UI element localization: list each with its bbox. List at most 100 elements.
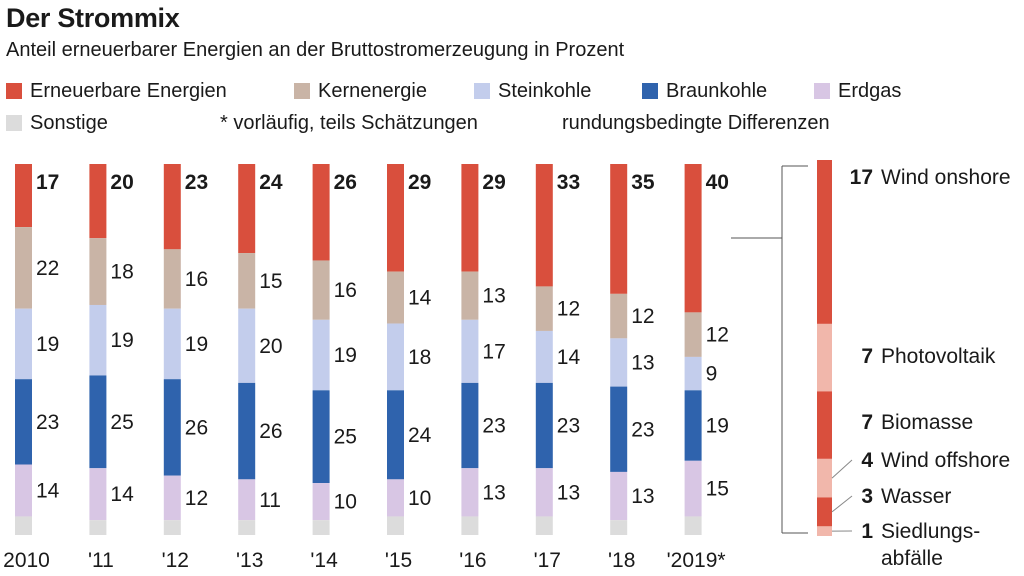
bar-segment-steinkohle [387,323,404,391]
chart-subtitle: Anteil erneuerbarer Energien an der Brut… [6,39,625,61]
bar-segment-sonstige [163,520,181,535]
data-label: 22 [36,257,59,280]
breakdown-value: 7 [861,411,873,434]
data-label: 29 [408,171,431,194]
data-label: 24 [259,171,283,194]
bar-segment-braunkohle [535,382,553,469]
bar-segment-steinkohle [312,319,330,391]
bar-segment-kernenergie [238,253,256,309]
bar-segment-erneuerbare-energien [535,164,553,287]
bar-segment-erdgas [238,479,256,521]
data-label: 14 [36,479,60,502]
bar-segment-kernenergie [89,238,107,305]
data-label: 10 [408,487,431,510]
bar-segment-erdgas [163,475,181,521]
data-label: 40 [706,171,729,194]
bar-segment-steinkohle [163,308,181,380]
bar-segment-braunkohle [684,390,702,461]
bar-segment-sonstige [610,520,628,535]
breakdown-segment-wasser [817,497,832,527]
bar-segment-braunkohle [163,379,181,476]
legend-swatch [814,83,830,99]
bar-segment-erdgas [684,460,702,517]
data-label: 9 [706,363,718,386]
bar-segment-erneuerbare-energien [387,164,404,272]
bar-segment-sonstige [238,520,256,535]
legend-item-erneuerbare: Erneuerbare Energien [6,80,294,103]
bar-segment-kernenergie [610,293,628,339]
breakdown-segment-biomasse [817,391,832,459]
bar-segment-kernenergie [15,227,32,309]
data-label: 20 [110,171,133,194]
data-label: 10 [334,491,357,514]
breakdown-value: 17 [850,166,873,189]
x-tick-label: '16 [459,549,486,572]
data-label: 13 [482,481,505,504]
breakdown-segment-photovoltaik [817,323,832,392]
bar-segment-erdgas [535,468,553,517]
data-label: 19 [334,344,357,367]
bar-segment-sonstige [461,516,479,535]
x-tick-label: '15 [385,549,412,572]
data-label: 23 [557,415,580,438]
bar-segment-erdgas [387,479,404,517]
legend-swatch [6,83,22,99]
bar-segment-kernenergie [312,260,330,320]
bar-segment-steinkohle [535,330,553,383]
x-tick-label: '2019* [667,549,726,572]
data-label: 13 [482,285,505,308]
breakdown-label: Wind onshore [881,166,1011,189]
legend-item-steinkohle: Steinkohle [474,80,642,103]
breakdown-label: Biomasse [881,411,973,434]
legend-item-erdgas: Erdgas [814,80,901,103]
data-label: 13 [631,485,654,508]
data-label: 12 [185,487,208,510]
breakdown-label: Siedlungs- [881,520,980,543]
breakdown-label: Wind offshore [881,449,1010,472]
data-label: 15 [259,270,282,293]
data-label: 23 [631,418,654,441]
breakdown-label: Photovoltaik [881,345,996,368]
bar-segment-braunkohle [15,379,32,465]
legend-label: Erneuerbare Energien [30,79,227,102]
bar-segment-erneuerbare-energien [163,164,181,250]
bar-segment-braunkohle [89,375,107,469]
data-label: 26 [185,416,208,439]
bar-segment-braunkohle [610,386,628,472]
data-label: 23 [36,411,59,434]
legend-swatch [642,83,658,99]
bar-segment-erneuerbare-energien [312,164,330,261]
bar-segment-erneuerbare-energien [15,164,32,228]
data-label: 19 [110,329,133,352]
breakdown-value: 7 [861,345,873,368]
data-label: 29 [482,171,505,194]
x-tick-label: '18 [608,549,635,572]
data-label: 14 [110,483,134,506]
data-label: 12 [631,305,654,328]
bar-segment-braunkohle [387,390,404,480]
bar-segment-erneuerbare-energien [610,164,628,294]
breakdown-segment-wind-offshore [817,458,832,498]
bar-segment-steinkohle [684,356,702,391]
breakdown-label: Wasser [881,485,951,508]
data-label: 26 [334,171,357,194]
bar-segment-erneuerbare-energien [461,164,479,272]
bar-segment-erneuerbare-energien [684,164,702,313]
data-label: 25 [110,411,133,434]
rounding-note: rundungsbedingte Differenzen [562,111,830,134]
breakdown-label: abfälle [881,547,943,570]
data-label: 12 [557,298,580,321]
breakdown-value: 4 [861,449,873,472]
legend-row-1: Erneuerbare Energien Kernenergie Steinko… [6,77,901,105]
bar-segment-sonstige [312,520,330,535]
legend-swatch [294,83,310,99]
bar-segment-steinkohle [89,304,107,376]
data-label: 18 [408,346,431,369]
breakdown-value: 3 [861,485,873,508]
data-label: 14 [408,287,432,310]
bar-segment-kernenergie [387,271,404,324]
data-label: 19 [36,333,59,356]
bar-segment-erdgas [610,471,628,521]
bar-segment-kernenergie [535,286,553,331]
legend-row-2: Sonstige * vorläufig, teils Schätzungen … [6,109,830,137]
